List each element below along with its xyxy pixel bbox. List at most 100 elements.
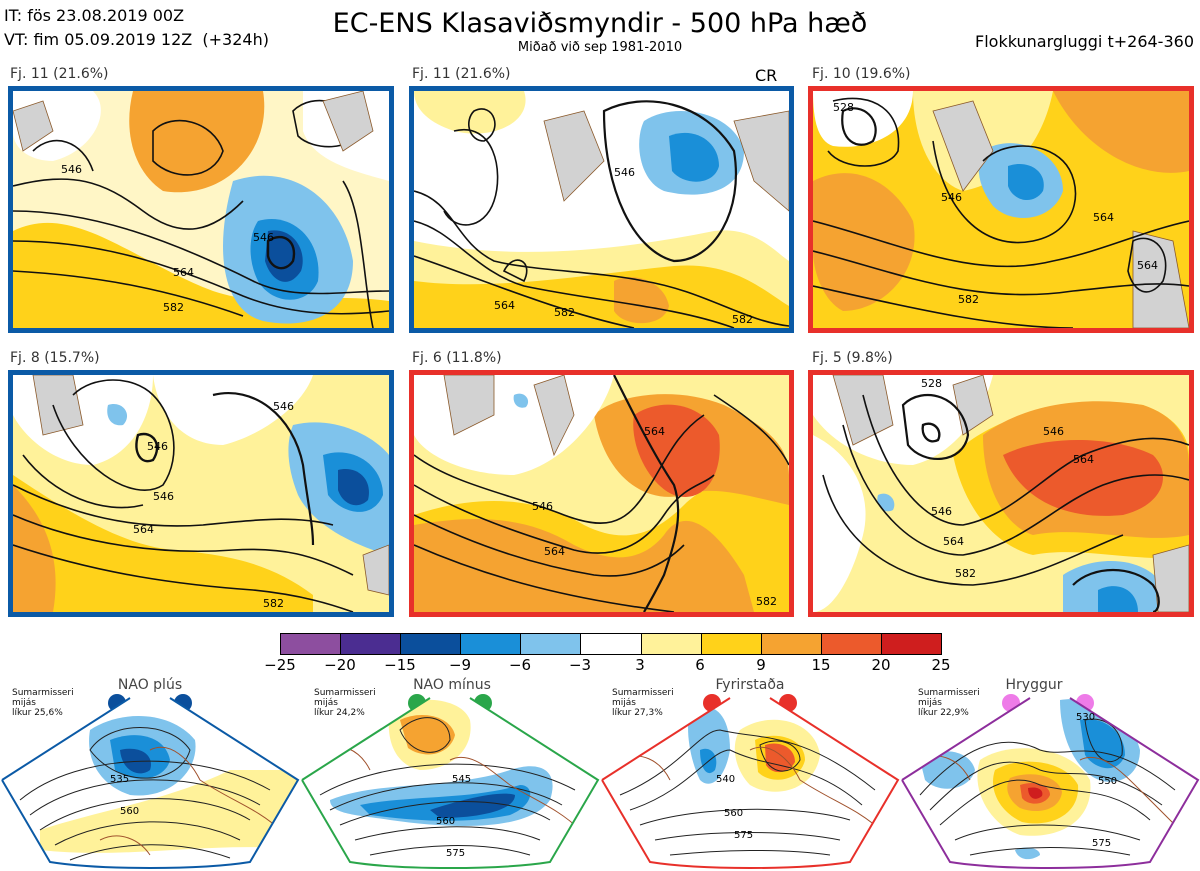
p2-c4: 582 [732,313,753,326]
colorbar-tick: 15 [811,656,831,674]
cluster-map-3[interactable]: 528 546 564 564 582 [808,86,1194,333]
regime-1-c1: 535 [110,774,129,785]
page-subtitle: Miðað við sep 1981-2010 [517,40,683,55]
p2-c3: 582 [554,306,575,319]
regime-4-map[interactable]: 530 550 575 [900,690,1200,871]
regime-3-prob: líkur 27,3% [612,708,663,718]
p3-c1: 528 [833,101,854,114]
regime-1-prob: líkur 25,6% [12,708,63,718]
p6-c2: 546 [1043,425,1064,438]
cluster-map-6[interactable]: 528 546 564 546 564 582 [808,370,1194,617]
p2-c1: 546 [614,166,635,179]
p1-c2: 546 [253,231,274,244]
p6-c3: 564 [1073,453,1094,466]
p4-c2: 546 [273,400,294,413]
cluster-map-1[interactable]: 546 546 564 582 [8,86,394,333]
map-2-svg: 546 564 582 582 [414,91,789,328]
p6-c6: 582 [955,567,976,580]
colorbar-tick: −25 [264,656,296,674]
colorbar-tick: −3 [568,656,592,674]
colorbar-swatch [341,634,402,654]
panel-5-label: Fj. 6 (11.8%) [412,350,502,366]
p1-c4: 582 [163,301,184,314]
regime-4-frame [901,697,1200,869]
cluster-map-4[interactable]: 546 546 546 564 582 [8,370,394,617]
regime-1-map[interactable]: 535 560 [0,690,300,871]
cluster-map-2[interactable]: 546 564 582 582 [409,86,794,333]
regime-2-c2: 560 [436,816,455,827]
regime-1-center: mijás [12,698,36,708]
colorbar-tick: 25 [931,656,951,674]
regime-2-prob: líkur 24,2% [314,708,365,718]
regime-3-center: mijás [612,698,636,708]
p5-c2: 564 [644,425,665,438]
header-times: IT: fös 23.08.2019 00Z VT: fim 05.09.2019… [4,4,269,52]
control-run-tag: CR [755,66,778,85]
regime-1-c2: 560 [120,806,139,817]
regime-3-c3: 575 [734,830,753,841]
colorbar-tick: 3 [635,656,645,674]
p5-c1: 546 [532,500,553,513]
colorbar-tick: −9 [448,656,472,674]
colorbar-tick: 20 [871,656,891,674]
regime-2-title: NAO mínus [413,677,491,693]
p3-c3: 564 [1093,211,1114,224]
colorbar-swatch [881,634,942,654]
colorbar-tick: 6 [695,656,705,674]
regime-1-frame [1,697,300,869]
panel-4-label: Fj. 8 (15.7%) [10,350,100,366]
p4-c4: 564 [133,523,154,536]
p2-c2: 564 [494,299,515,312]
colorbar [280,633,942,655]
classification-window: Flokkunargluggi t+264-360 [975,32,1194,51]
p1-c3: 564 [173,266,194,279]
map-1-svg: 546 546 564 582 [13,91,389,328]
colorbar-swatch [821,634,882,654]
p1-c1: 546 [61,163,82,176]
regime-3-frame [601,697,900,869]
cluster-map-5[interactable]: 546 564 564 582 [409,370,794,617]
p4-c1: 546 [147,440,168,453]
colorbar-tick: −15 [384,656,416,674]
p5-c4: 582 [756,595,777,608]
regime-4-season: Sumarmisseri [918,688,980,698]
colorbar-swatch [701,634,762,654]
p3-c5: 582 [958,293,979,306]
map-5-svg: 546 564 564 582 [414,375,789,612]
colorbar-tick: 9 [756,656,766,674]
p6-c4: 546 [931,505,952,518]
regime-3-map[interactable]: 540 560 575 [600,690,900,871]
regime-3-c1: 540 [716,774,735,785]
p6-c5: 564 [943,535,964,548]
regime-4-center: mijás [918,698,942,708]
regime-2-c1: 545 [452,774,471,785]
panel-6-label: Fj. 5 (9.8%) [812,350,893,366]
regime-1-title: NAO plús [117,677,183,693]
panel-3-label: Fj. 10 (19.6%) [812,66,911,82]
regime-2-center: mijás [314,698,338,708]
regime-3-c2: 560 [724,808,743,819]
colorbar-tick: −6 [508,656,532,674]
regime-4-c2: 550 [1098,776,1117,787]
map-3-svg: 528 546 564 564 582 [813,91,1189,328]
page-title: EC-ENS Klasaviðsmyndir - 500 hPa hæð [332,8,868,39]
colorbar-tick: −20 [324,656,356,674]
regime-4-title: Hryggur [1005,677,1063,693]
regime-2-c3: 575 [446,848,465,859]
colorbar-swatch [641,634,702,654]
regime-2-frame [301,697,600,869]
regime-1-season: Sumarmisseri [12,688,74,698]
regime-4-c1: 530 [1076,712,1095,723]
regime-2-info: Sumarmisseri mijás líkur 24,2% [314,688,376,718]
regime-3-season: Sumarmisseri [612,688,674,698]
regime-2-season: Sumarmisseri [314,688,376,698]
p5-c3: 564 [544,545,565,558]
panel-2-label: Fj. 11 (21.6%) [412,66,511,82]
p3-c2: 546 [941,191,962,204]
colorbar-swatch [401,634,462,654]
regime-4-info: Sumarmisseri mijás líkur 22,9% [918,688,980,718]
regime-2-map[interactable]: 545 560 575 [300,690,600,871]
colorbar-swatch [461,634,522,654]
colorbar-swatch [761,634,822,654]
colorbar-swatch [521,634,582,654]
